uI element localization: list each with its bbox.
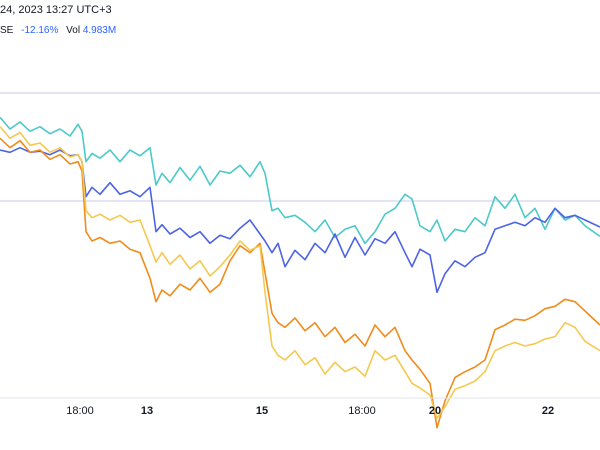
series-line-yellow (0, 126, 600, 420)
x-tick-label: 18:00 (348, 405, 376, 417)
series-line-teal (0, 116, 600, 245)
x-tick-label: 20 (429, 405, 441, 417)
series-line-orange (0, 137, 600, 429)
x-tick-label: 13 (141, 405, 153, 417)
chart-header: 24, 2023 13:27 UTC+3 SE -12.16% Vol 4.98… (0, 0, 600, 42)
stats-row: SE -12.16% Vol 4.983M (0, 25, 121, 36)
timestamp-label: 24, 2023 13:27 UTC+3 (0, 4, 112, 16)
series-layer (0, 116, 600, 429)
x-tick-label: 15 (256, 405, 268, 417)
gridlines (0, 92, 600, 202)
volume-value: 4.983M (82, 25, 117, 36)
x-tick-label: 22 (542, 405, 554, 417)
change-value: -12.16% (21, 25, 59, 36)
x-tick-label: 18:00 (66, 405, 94, 417)
volume-label: Vol (66, 25, 81, 36)
x-axis-ticks: 18:00 13 15 18:00 20 22 (66, 405, 554, 417)
exchange-label: SE (0, 25, 14, 36)
series-line-blue (0, 146, 600, 294)
